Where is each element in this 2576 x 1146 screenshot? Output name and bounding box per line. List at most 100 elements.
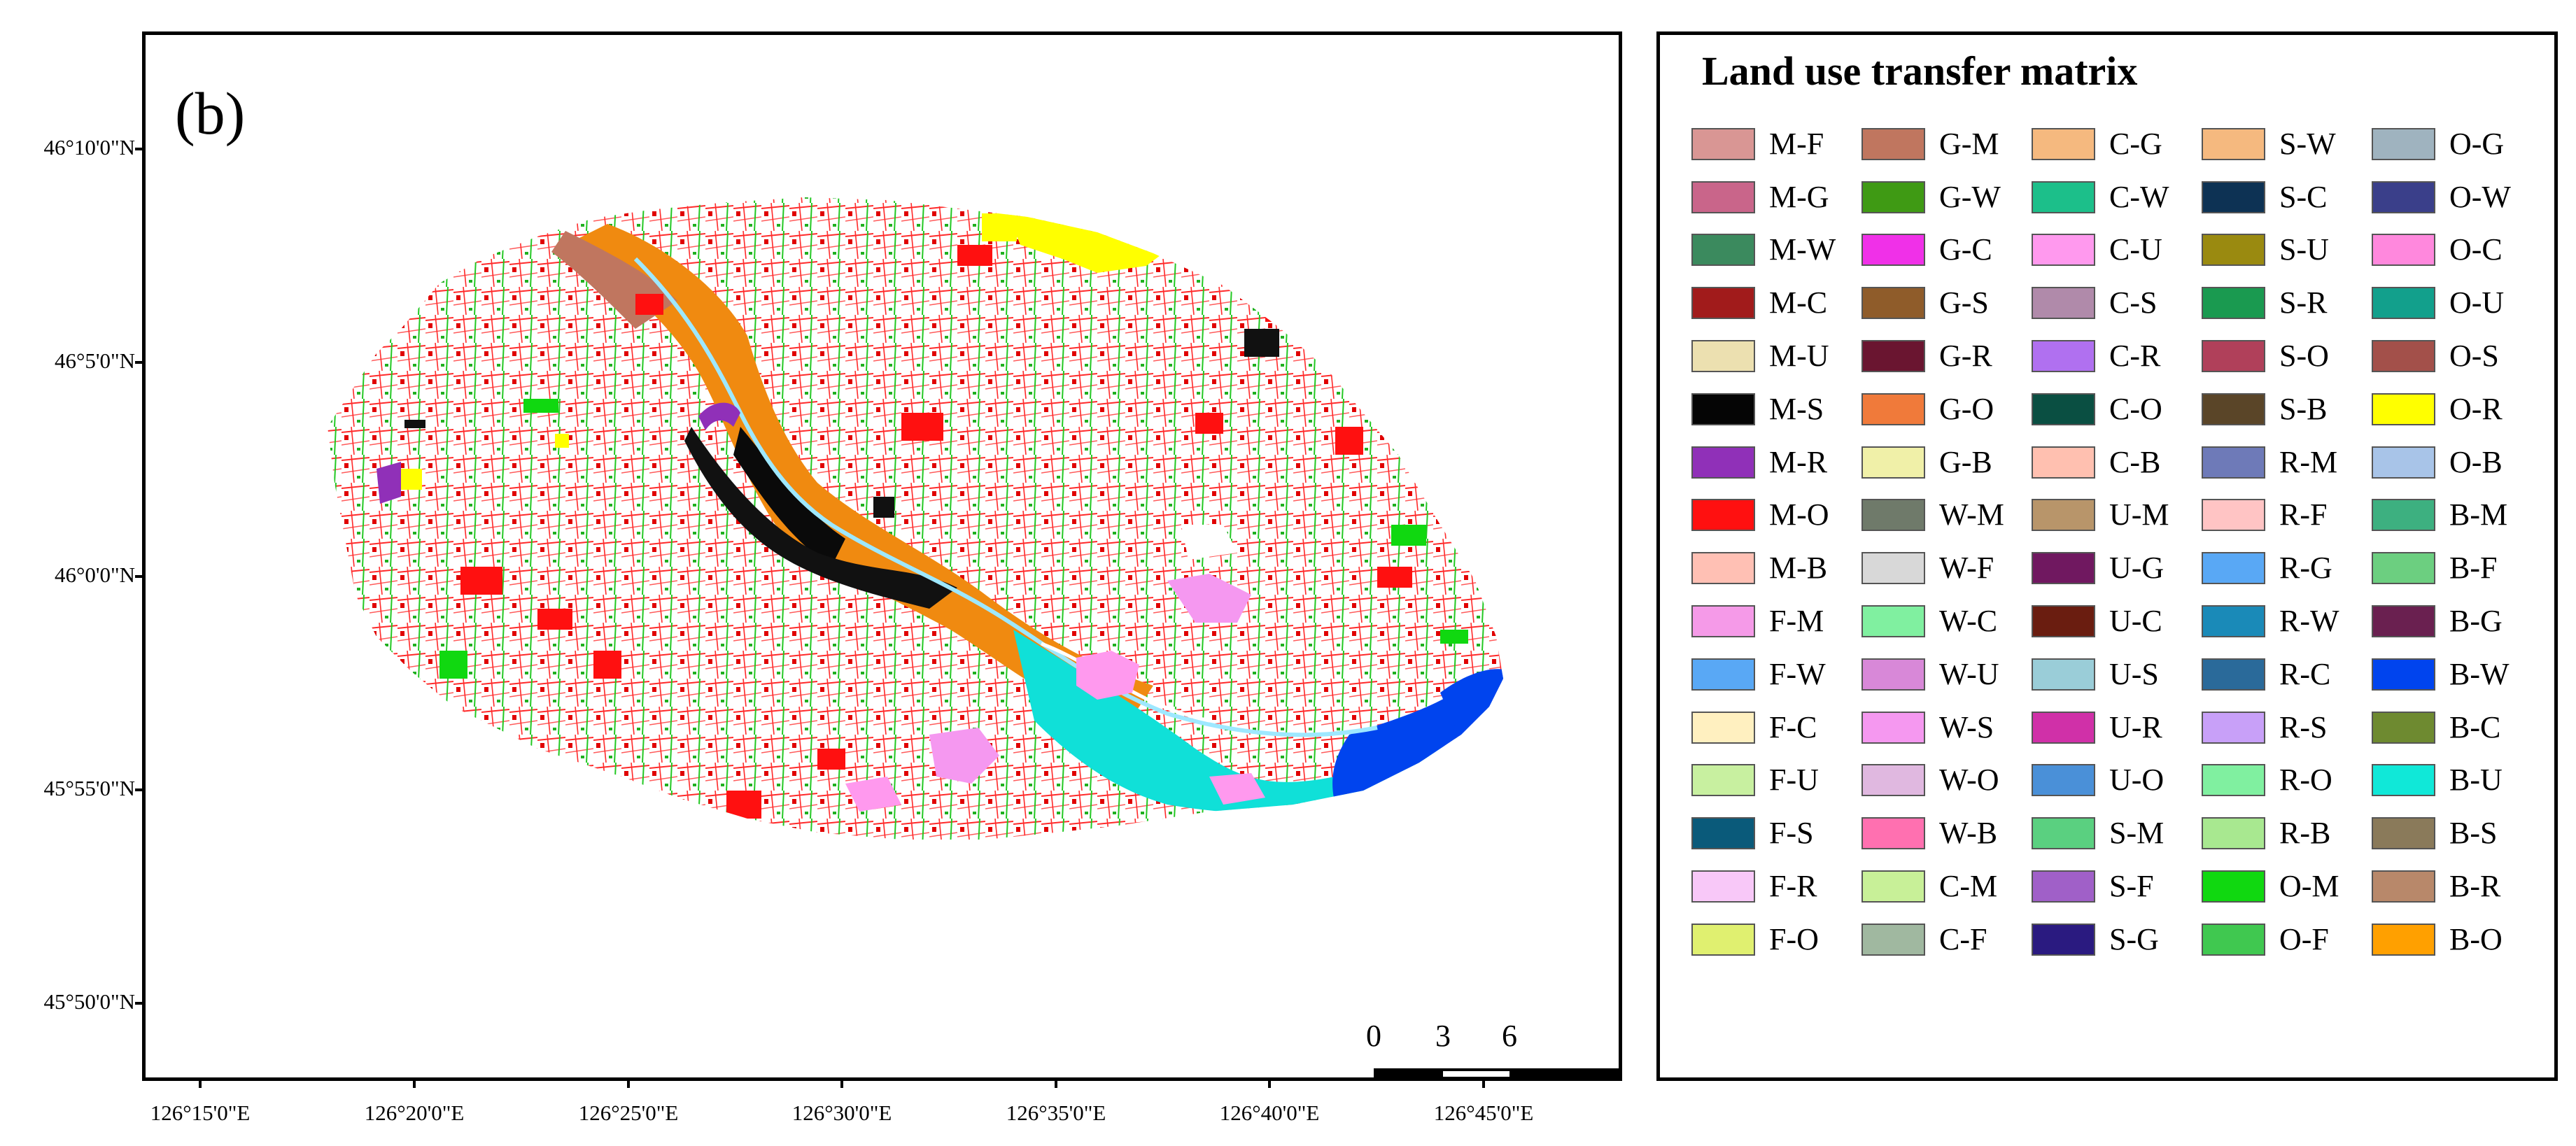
legend-swatch — [1691, 870, 1755, 903]
legend-swatch — [2032, 181, 2095, 213]
legend-item: S-G — [2032, 913, 2202, 966]
legend-swatch — [2032, 127, 2095, 160]
legend-swatch — [1861, 392, 1925, 425]
lat-label-1: 46°10'0"N — [43, 135, 135, 160]
legend-item: W-C — [1861, 595, 2032, 648]
legend-swatch — [2372, 446, 2435, 479]
legend-item: C-G — [2032, 118, 2202, 171]
lon-label-4: 126°30'0"E — [791, 1101, 892, 1125]
lat-label-5: 45°50'0"N — [43, 989, 135, 1014]
legend-item: O-B — [2372, 436, 2542, 489]
legend-label: M-W — [1769, 232, 1836, 267]
legend-item: O-S — [2372, 330, 2542, 383]
legend-item: B-F — [2372, 542, 2542, 595]
legend-swatch — [2202, 552, 2265, 585]
legend-label: F-M — [1769, 604, 1824, 639]
legend-label: C-R — [2109, 339, 2161, 374]
legend-label: C-S — [2109, 285, 2158, 320]
legend-label: R-W — [2279, 604, 2339, 639]
lon-label-3: 126°25'0"E — [578, 1101, 679, 1125]
legend-label: B-W — [2449, 656, 2510, 691]
legend-item: F-W — [1691, 648, 1861, 701]
legend-label: G-O — [1939, 391, 1994, 426]
legend-label: U-O — [2109, 763, 2165, 798]
legend-label: C-W — [2109, 179, 2169, 214]
legend-label: B-F — [2449, 551, 2498, 586]
legend-item: S-M — [2032, 807, 2202, 860]
legend-item: W-B — [1861, 807, 2032, 860]
legend-swatch — [2372, 552, 2435, 585]
legend-label: O-S — [2449, 339, 2499, 374]
legend-item: W-M — [1861, 489, 2032, 542]
legend-grid: M-F G-M C-G S-W O-G M-G G-W C-W S-C O-W M-W G-C C-U S… — [1691, 118, 2542, 966]
legend-item: C-M — [1861, 860, 2032, 913]
legend-item: B-R — [2372, 860, 2542, 913]
legend-swatch — [2202, 817, 2265, 850]
legend-item: R-B — [2202, 807, 2372, 860]
legend-swatch — [2202, 392, 2265, 425]
legend-label: W-F — [1939, 551, 1994, 586]
lat-label-2: 46°5'0"N — [54, 348, 135, 373]
legend-swatch — [2202, 870, 2265, 903]
legend-swatch — [1691, 446, 1755, 479]
legend-swatch — [1861, 127, 1925, 160]
legend-label: U-C — [2109, 604, 2162, 639]
legend-item: S-O — [2202, 330, 2372, 383]
legend-swatch — [1691, 499, 1755, 532]
legend-label: C-G — [2109, 126, 2162, 161]
legend-swatch — [2032, 234, 2095, 267]
legend-label: O-F — [2279, 921, 2329, 956]
legend-swatch — [2032, 499, 2095, 532]
legend-item: F-S — [1691, 807, 1861, 860]
legend-item: U-S — [2032, 648, 2202, 701]
legend-label: F-S — [1769, 816, 1814, 851]
legend-swatch — [2372, 870, 2435, 903]
legend-item: U-G — [2032, 542, 2202, 595]
legend-swatch — [2202, 605, 2265, 638]
legend-swatch — [2032, 340, 2095, 373]
legend-item: C-O — [2032, 383, 2202, 436]
legend-item: B-C — [2372, 701, 2542, 754]
legend-item: W-O — [1861, 754, 2032, 807]
legend-swatch — [2372, 340, 2435, 373]
legend-item: U-M — [2032, 489, 2202, 542]
legend-item: M-S — [1691, 383, 1861, 436]
legend-label: G-M — [1939, 126, 1999, 161]
legend-swatch — [1691, 181, 1755, 213]
legend-item: B-O — [2372, 913, 2542, 966]
legend-swatch — [1691, 340, 1755, 373]
legend-swatch — [2202, 711, 2265, 744]
legend-label: O-M — [2279, 869, 2339, 904]
legend-swatch — [2032, 552, 2095, 585]
legend-swatch — [2202, 127, 2265, 160]
legend-item: R-M — [2202, 436, 2372, 489]
lon-tick-3 — [627, 1080, 630, 1088]
legend-item: S-R — [2202, 276, 2372, 330]
legend-label: W-U — [1939, 656, 1999, 691]
legend-label: M-S — [1769, 391, 1824, 426]
legend-label: B-S — [2449, 816, 2498, 851]
legend-item: M-O — [1691, 489, 1861, 542]
legend-label: G-C — [1939, 232, 1992, 267]
legend-item: C-B — [2032, 436, 2202, 489]
legend-swatch — [1861, 923, 1925, 956]
legend-label: B-U — [2449, 763, 2503, 798]
legend-label: S-M — [2109, 816, 2165, 851]
legend-swatch — [2032, 287, 2095, 320]
legend-item: C-S — [2032, 276, 2202, 330]
legend-label: W-B — [1939, 816, 1998, 851]
legend-swatch — [1861, 870, 1925, 903]
legend-label: S-B — [2279, 391, 2328, 426]
lat-tick-1 — [135, 148, 143, 150]
legend-item: B-M — [2372, 489, 2542, 542]
legend-label: C-O — [2109, 391, 2162, 426]
legend-label: B-M — [2449, 497, 2508, 532]
legend-swatch — [1691, 392, 1755, 425]
legend-label: R-C — [2279, 656, 2331, 691]
land-use-map — [328, 197, 1503, 840]
legend-swatch — [1861, 234, 1925, 267]
map-panel: (b) — [142, 31, 1622, 1081]
legend-swatch — [2202, 658, 2265, 691]
legend-label: O-C — [2449, 232, 2503, 267]
legend-item: W-F — [1861, 542, 2032, 595]
